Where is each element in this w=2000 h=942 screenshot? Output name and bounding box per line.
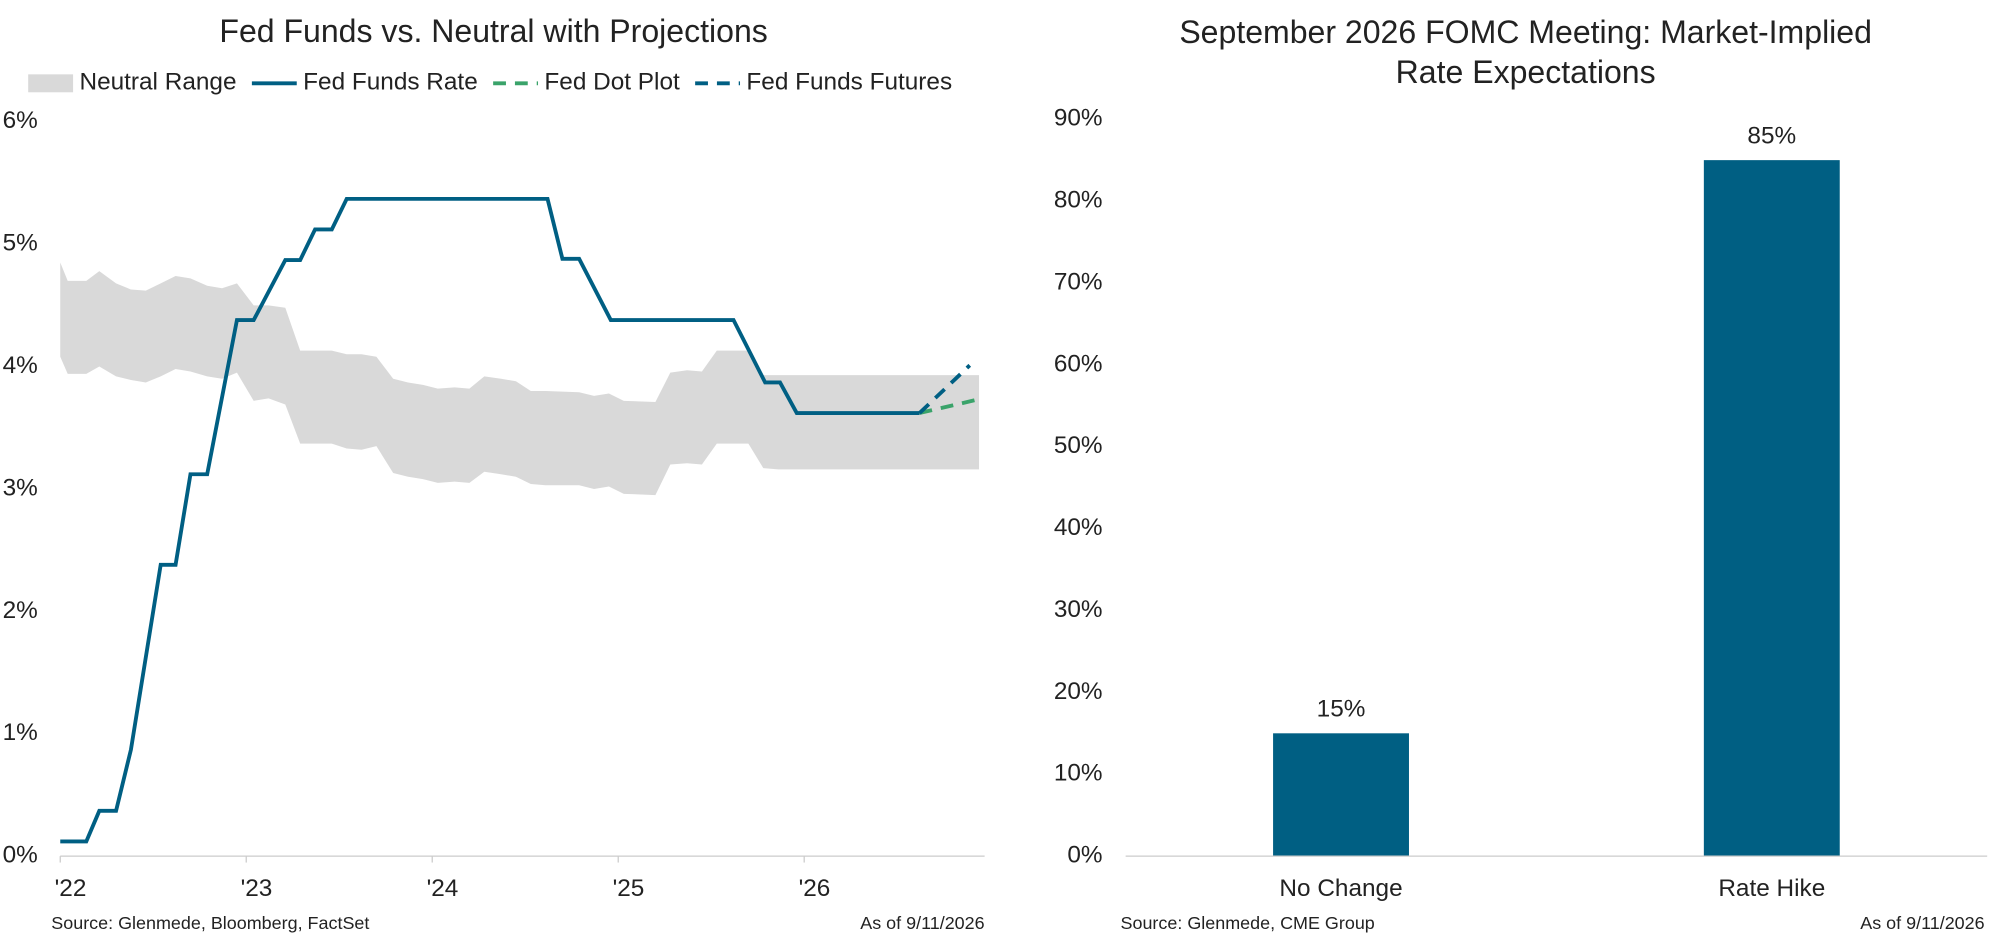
y-tick-label: 70% bbox=[1054, 268, 1103, 295]
y-tick-label: 80% bbox=[1054, 187, 1103, 214]
x-tick-label: '24 bbox=[427, 875, 459, 902]
x-tick-label: '23 bbox=[241, 875, 273, 902]
as-of: As of 9/11/2026 bbox=[860, 913, 984, 933]
value-label: 15% bbox=[1317, 696, 1366, 723]
x-tick-label: '26 bbox=[799, 875, 831, 902]
y-tick-label: 5% bbox=[3, 230, 38, 257]
y-tick-label: 3% bbox=[3, 474, 38, 501]
as-of: As of 9/11/2026 bbox=[1860, 913, 1984, 933]
legend-swatch bbox=[28, 74, 74, 93]
y-tick-label: 1% bbox=[3, 719, 38, 746]
source: Source: Glenmede, CME Group bbox=[1121, 913, 1375, 933]
bar bbox=[1273, 733, 1409, 857]
chart-title: September 2026 FOMC Meeting: Market-Impl… bbox=[1179, 14, 1872, 50]
y-tick-label: 4% bbox=[3, 352, 38, 379]
legend-label: Fed Funds Rate bbox=[303, 69, 478, 96]
y-tick-label: 10% bbox=[1054, 760, 1103, 787]
y-tick-label: 20% bbox=[1054, 678, 1103, 705]
source: Source: Glenmede, Bloomberg, FactSet bbox=[51, 913, 369, 933]
y-tick-label: 30% bbox=[1054, 596, 1103, 623]
neutral-range bbox=[60, 262, 980, 496]
x-tick-label: '22 bbox=[55, 875, 87, 902]
bar bbox=[1703, 160, 1840, 857]
y-tick-label: 0% bbox=[1067, 842, 1102, 869]
chart-title: Rate Expectations bbox=[1396, 54, 1656, 90]
y-tick-label: 90% bbox=[1054, 105, 1103, 132]
value-label: 85% bbox=[1747, 123, 1796, 150]
line-series bbox=[919, 396, 984, 415]
legend-label: Fed Funds Futures bbox=[746, 69, 952, 96]
line-series bbox=[918, 363, 972, 415]
y-tick-label: 0% bbox=[3, 842, 38, 869]
y-tick-label: 6% bbox=[3, 107, 38, 134]
x-tick-label: '25 bbox=[613, 875, 645, 902]
y-tick-label: 60% bbox=[1054, 350, 1103, 377]
x-tick-label: Rate Hike bbox=[1718, 875, 1825, 902]
y-tick-label: 40% bbox=[1054, 514, 1103, 541]
chart-title: Fed Funds vs. Neutral with Projections bbox=[219, 13, 767, 49]
line-series bbox=[60, 196, 920, 844]
y-tick-label: 50% bbox=[1054, 432, 1103, 459]
legend-label: Fed Dot Plot bbox=[544, 69, 680, 96]
y-tick-label: 2% bbox=[3, 597, 38, 624]
x-tick-label: No Change bbox=[1279, 875, 1402, 902]
legend-label: Neutral Range bbox=[79, 69, 236, 96]
